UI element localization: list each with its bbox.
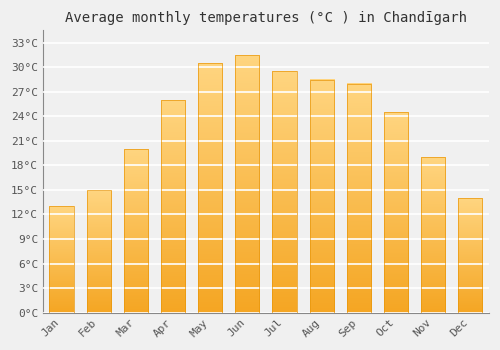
Bar [384, 112, 408, 313]
Bar [161, 100, 185, 313]
Bar [124, 149, 148, 313]
Title: Average monthly temperatures (°C ) in Chandīgarh: Average monthly temperatures (°C ) in Ch… [65, 11, 467, 25]
Bar [347, 84, 371, 313]
Bar [272, 71, 296, 313]
Bar [310, 79, 334, 313]
Bar [236, 55, 260, 313]
Bar [50, 206, 74, 313]
Bar [86, 190, 111, 313]
Bar [198, 63, 222, 313]
Bar [421, 157, 445, 313]
Bar [458, 198, 482, 313]
